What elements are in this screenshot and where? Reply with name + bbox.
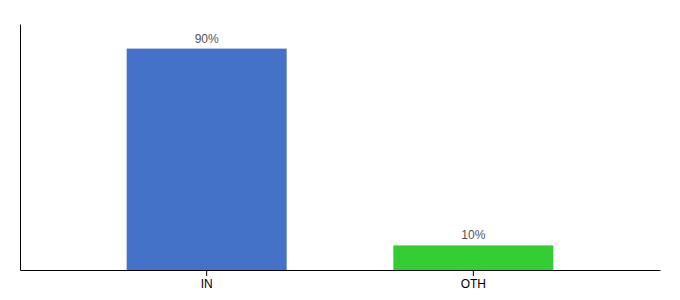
x-axis: IN OTH — [21, 270, 661, 291]
plot: 90% 10% IN OTH — [21, 25, 661, 291]
x-axis-line — [21, 270, 661, 271]
data-label: 90% — [195, 32, 219, 46]
x-tick-label: OTH — [461, 277, 486, 291]
bar — [127, 49, 287, 270]
y-axis-line — [20, 25, 21, 271]
data-labels: 90% 10% — [195, 32, 486, 243]
bars — [127, 49, 554, 270]
data-label: 10% — [461, 228, 485, 242]
y-axis — [20, 25, 21, 271]
x-tick-mark — [206, 270, 207, 276]
bar — [393, 245, 553, 270]
x-tick-label: IN — [201, 277, 213, 291]
chart: 90% 10% IN OTH — [0, 0, 680, 300]
x-tick: OTH — [461, 270, 486, 291]
x-tick: IN — [201, 270, 213, 291]
x-tick-mark — [473, 270, 474, 276]
